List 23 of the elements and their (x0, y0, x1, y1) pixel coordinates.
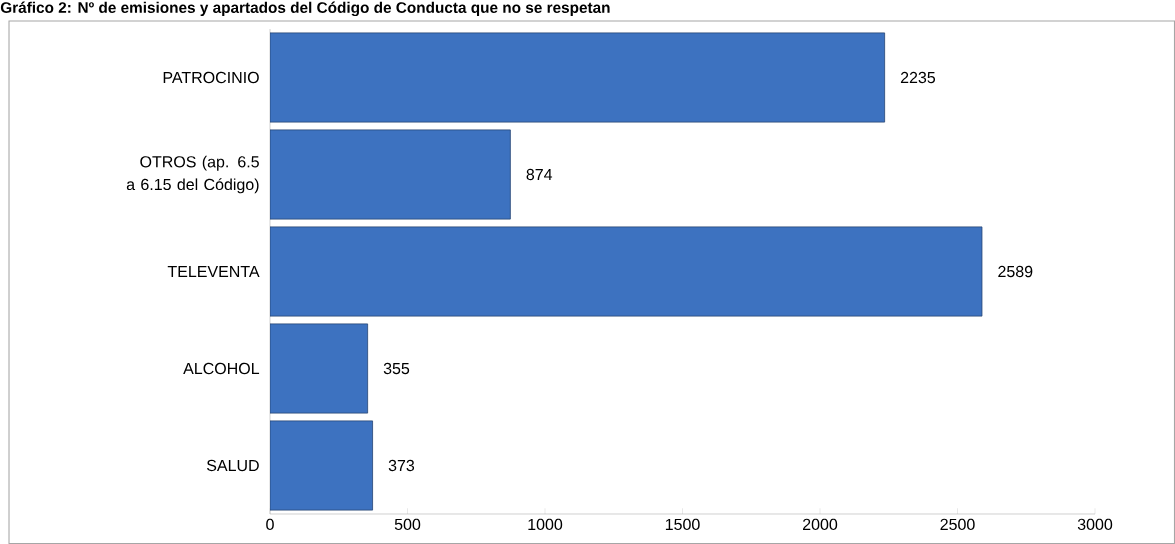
y-tick-label: OTROS (ap. 6.5 a 6.15 del Código) (126, 155, 259, 194)
x-tick-label: 2000 (803, 518, 838, 531)
y-tick-label: PATROCINIO (163, 71, 259, 84)
chart-title: Gráfico 2: Nº de emisiones y apartados del Código de Conducta que no se respetan (0, 1, 610, 17)
x-tick-label: 2500 (940, 518, 975, 531)
bar (270, 226, 983, 317)
data-label: 355 (383, 362, 410, 375)
data-label: 874 (526, 168, 553, 181)
x-tick-label: 500 (394, 518, 421, 531)
bar (270, 420, 373, 511)
y-tick-label: ALCOHOL (183, 362, 260, 375)
x-tick-label: 1500 (665, 518, 700, 531)
bar (270, 323, 369, 414)
y-tick-label: TELEVENTA (167, 266, 260, 278)
bar (270, 32, 886, 123)
y-tick-label: SALUD (206, 459, 259, 472)
data-label: 373 (388, 459, 415, 472)
x-tick-label: 3000 (1077, 518, 1113, 531)
x-tick-label: 0 (266, 518, 274, 531)
x-tick-label: 1000 (528, 518, 563, 531)
data-label: 2589 (998, 265, 1033, 278)
bar (270, 129, 511, 220)
data-label: 2235 (900, 71, 936, 84)
